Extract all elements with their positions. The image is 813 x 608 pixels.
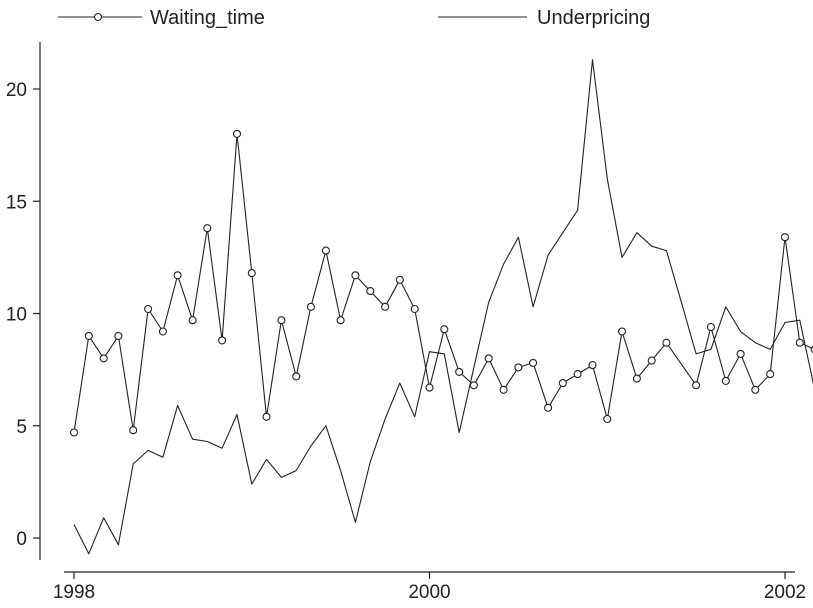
data-point-waiting-time xyxy=(751,385,760,394)
data-point-waiting-time xyxy=(529,358,538,367)
data-point-waiting-time xyxy=(588,361,597,370)
data-point-waiting-time xyxy=(603,414,612,424)
x-tick-label: 2000 xyxy=(408,582,450,603)
legend-marker-waiting-time xyxy=(93,12,103,22)
data-point-waiting-time xyxy=(662,338,671,347)
data-point-waiting-time xyxy=(144,304,153,314)
data-point-waiting-time xyxy=(262,412,271,421)
data-point-waiting-time xyxy=(617,327,627,336)
data-point-waiting-time xyxy=(336,316,345,325)
data-point-waiting-time xyxy=(292,372,301,381)
data-point-waiting-time xyxy=(544,403,553,412)
data-point-waiting-time xyxy=(469,381,478,390)
data-point-waiting-time xyxy=(84,331,93,340)
data-point-waiting-time xyxy=(647,356,656,365)
series-line-waiting-time xyxy=(73,133,813,433)
data-point-waiting-time xyxy=(573,370,582,379)
y-tick-label: 0 xyxy=(16,529,27,550)
data-point-waiting-time xyxy=(69,428,79,437)
data-point-waiting-time xyxy=(499,385,508,394)
data-point-waiting-time xyxy=(158,327,167,336)
y-tick-label: 10 xyxy=(6,305,27,326)
data-point-waiting-time xyxy=(232,129,242,138)
data-point-waiting-time xyxy=(395,275,404,284)
data-point-waiting-time xyxy=(736,349,745,358)
data-point-waiting-time xyxy=(321,246,330,255)
data-point-waiting-time xyxy=(632,374,641,383)
plot-area xyxy=(69,59,813,555)
x-axis-ticks: 1998 2000 2002 xyxy=(53,572,806,603)
data-point-waiting-time xyxy=(721,376,730,385)
data-point-waiting-time xyxy=(440,325,449,334)
y-tick-label: 15 xyxy=(6,192,27,213)
data-point-waiting-time xyxy=(188,316,197,325)
data-point-waiting-time xyxy=(795,338,804,347)
data-point-waiting-time xyxy=(173,271,182,280)
legend: Waiting_time Underpricing xyxy=(58,7,650,29)
data-point-waiting-time xyxy=(129,426,138,435)
data-point-waiting-time xyxy=(277,316,286,325)
series-line-underpricing xyxy=(73,59,813,555)
x-tick-label: 1998 xyxy=(53,582,95,603)
y-tick-label: 20 xyxy=(6,80,27,101)
data-point-waiting-time xyxy=(692,381,701,390)
x-tick-label: 2002 xyxy=(764,582,806,603)
legend-item-waiting-time: Waiting_time xyxy=(58,7,265,29)
data-point-waiting-time xyxy=(218,336,227,345)
y-tick-label: 5 xyxy=(16,417,27,438)
data-point-waiting-time xyxy=(114,331,123,340)
data-point-waiting-time xyxy=(455,367,464,376)
data-point-waiting-time xyxy=(484,354,493,363)
data-point-waiting-time xyxy=(780,233,790,242)
data-point-waiting-time xyxy=(766,370,775,379)
data-point-waiting-time xyxy=(203,224,212,233)
data-point-waiting-time xyxy=(706,322,715,332)
data-point-waiting-time xyxy=(558,379,567,388)
data-point-waiting-time xyxy=(381,302,390,311)
y-axis-ticks: 0 5 10 15 20 xyxy=(6,80,40,550)
legend-label-underpricing: Underpricing xyxy=(537,7,650,29)
data-point-waiting-time xyxy=(514,363,523,372)
data-point-waiting-time xyxy=(425,383,434,392)
data-point-waiting-time xyxy=(306,302,315,311)
data-point-waiting-time xyxy=(410,304,419,314)
data-point-waiting-time xyxy=(366,287,375,296)
data-point-waiting-time xyxy=(99,354,108,363)
legend-label-waiting-time: Waiting_time xyxy=(150,7,265,29)
data-point-waiting-time xyxy=(351,271,360,280)
legend-item-underpricing: Underpricing xyxy=(438,7,650,29)
data-point-waiting-time xyxy=(247,269,256,278)
